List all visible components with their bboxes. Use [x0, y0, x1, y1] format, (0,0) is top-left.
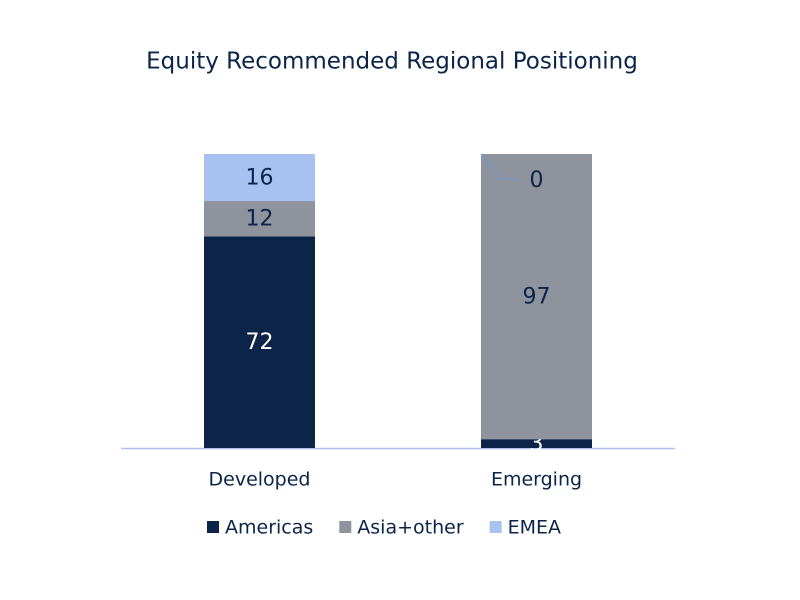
legend-label: Asia+other	[357, 517, 464, 539]
bar-segment	[204, 154, 315, 202]
data-label: 72	[246, 330, 274, 355]
chart-title: Equity Recommended Regional Positioning	[146, 49, 638, 75]
leader-line	[480, 153, 517, 180]
bar-segment	[204, 201, 315, 237]
data-label: 0	[530, 168, 544, 193]
x-tick-label: Emerging	[491, 469, 582, 491]
data-label: 16	[246, 166, 274, 191]
x-tick-label: Developed	[209, 469, 311, 491]
data-label: 12	[246, 207, 274, 232]
bar-segment	[204, 236, 315, 448]
legend-swatch	[489, 521, 502, 533]
legend-label: Americas	[225, 517, 313, 539]
data-label: 97	[523, 285, 551, 310]
legend-swatch	[339, 521, 352, 533]
bar-segment	[481, 154, 592, 440]
legend-swatch	[207, 521, 219, 533]
legend-label: EMEA	[508, 517, 561, 539]
bar-segment	[481, 439, 592, 448]
